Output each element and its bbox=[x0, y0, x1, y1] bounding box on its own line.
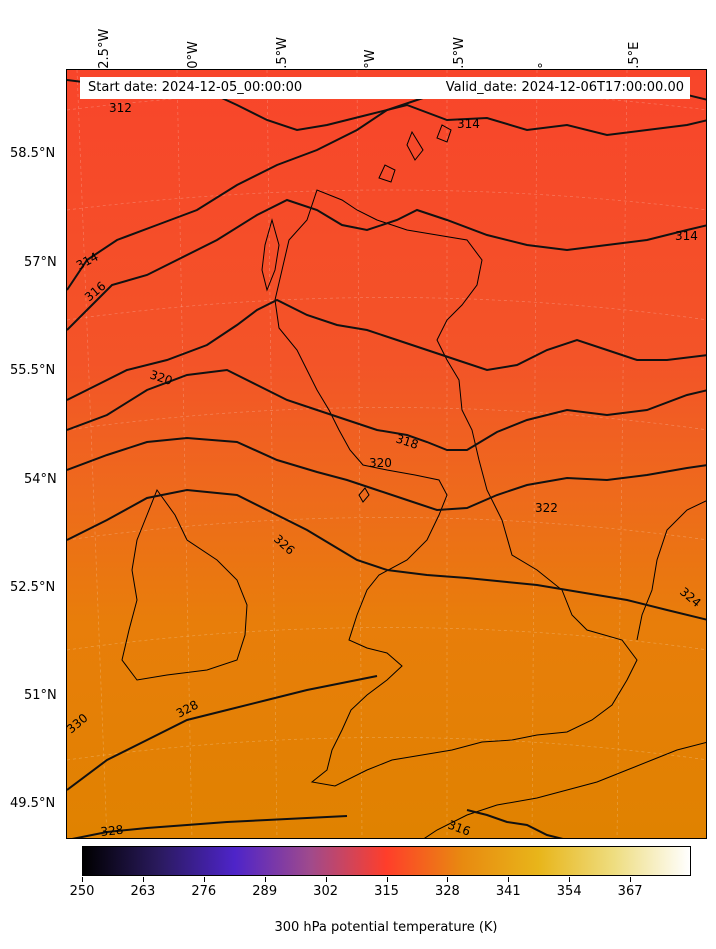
contour-label: 314 bbox=[457, 117, 480, 131]
colorbar-tick bbox=[142, 877, 144, 882]
colorbar-tick-label: 354 bbox=[556, 884, 582, 899]
date-header: Start date: 2024-12-05_00:00:00 Valid_da… bbox=[80, 77, 690, 99]
contour-label: 312 bbox=[109, 101, 132, 115]
colorbar-tick bbox=[325, 877, 327, 882]
contour-label: 320 bbox=[369, 456, 392, 470]
start-date: Start date: 2024-12-05_00:00:00 bbox=[88, 80, 303, 95]
colorbar bbox=[82, 846, 691, 876]
colorbar-tick-label: 328 bbox=[434, 884, 460, 899]
colorbar-tick-label: 315 bbox=[374, 884, 399, 899]
colorbar-tick bbox=[508, 877, 510, 882]
colorbar-tick-label: 250 bbox=[69, 884, 95, 899]
colorbar-tick bbox=[203, 877, 205, 882]
lat-label-58.5N: 58.5°N bbox=[10, 146, 56, 161]
map-panel[interactable]: 312 314 314 314 316 316 318 320 320 322 … bbox=[66, 69, 707, 839]
contour-label: 320 bbox=[148, 368, 174, 388]
contour-label: 314 bbox=[675, 229, 698, 243]
colorbar-tick-label: 263 bbox=[130, 884, 156, 899]
colorbar-title: 300 hPa potential temperature (K) bbox=[274, 920, 498, 935]
lat-label-54N: 54°N bbox=[24, 472, 57, 487]
lat-label-52.5N: 52.5°N bbox=[10, 580, 56, 595]
colorbar-tick bbox=[82, 877, 83, 882]
map-canvas: 312 314 314 314 316 316 318 320 320 322 … bbox=[67, 70, 706, 839]
colorbar-tick-label: 341 bbox=[495, 884, 521, 899]
contour-label: 322 bbox=[535, 501, 558, 515]
lat-label-57N: 57°N bbox=[24, 255, 57, 270]
colorbar-tick-label: 367 bbox=[617, 884, 643, 899]
colorbar-tick-label: 276 bbox=[191, 884, 217, 899]
contour-label: 316 bbox=[446, 818, 472, 839]
contour-label: 318 bbox=[394, 432, 420, 452]
colorbar-tick-label: 289 bbox=[252, 884, 278, 899]
lat-label-51N: 51°N bbox=[24, 688, 57, 703]
contour-label: 328 bbox=[100, 823, 124, 839]
colorbar-tick bbox=[630, 877, 632, 882]
lat-label-49.5N: 49.5°N bbox=[10, 796, 56, 811]
colorbar-tick bbox=[569, 877, 571, 882]
graticule bbox=[67, 70, 706, 838]
lat-label-55.5N: 55.5°N bbox=[10, 363, 56, 378]
colorbar-tick bbox=[264, 877, 266, 882]
colorbar-tick-label: 302 bbox=[313, 884, 339, 899]
valid-date: Valid_date: 2024-12-06T17:00:00.00 bbox=[445, 80, 684, 95]
temperature-field bbox=[67, 70, 706, 838]
colorbar-tick bbox=[386, 877, 388, 882]
colorbar-tick bbox=[447, 877, 449, 882]
